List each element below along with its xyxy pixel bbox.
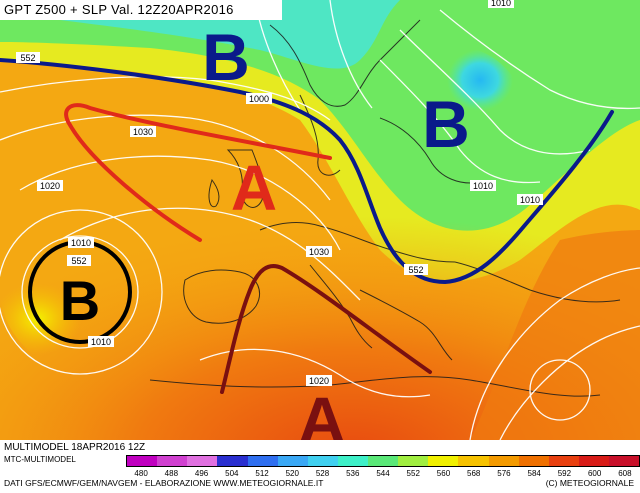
high-center-south: A <box>298 383 346 440</box>
model-name-label: MTC-MULTIMODEL <box>4 455 76 464</box>
legend-value: 584 <box>527 469 541 478</box>
legend-value: 520 <box>285 469 299 478</box>
legend-value: 528 <box>315 469 330 478</box>
legend-swatch <box>127 456 158 466</box>
legend-swatch <box>368 456 399 466</box>
model-run-label: MULTIMODEL 18APR2016 12Z <box>4 442 146 453</box>
legend-swatch <box>277 456 308 466</box>
pressure-label: 1010 <box>91 337 111 347</box>
ridge-line-south <box>220 264 432 394</box>
legend-value: 552 <box>406 469 420 478</box>
legend-swatch <box>578 456 609 466</box>
pressure-label: 1030 <box>133 127 153 137</box>
pressure-label: 1010 <box>491 0 511 8</box>
pressure-label: 1020 <box>40 181 60 191</box>
weather-map: 552 1000 1030 1010 1010 1020 1010 552 10… <box>0 0 640 440</box>
legend-value: 560 <box>436 469 451 478</box>
pressure-label: 1000 <box>249 94 269 104</box>
pressure-label: 1010 <box>71 238 91 248</box>
legend-value: 592 <box>557 469 572 478</box>
pressure-label: 552 <box>408 265 423 275</box>
color-scale-labels: 480 488 496 504 512 520 528 536 544 552 560 568 576 5… <box>126 469 640 481</box>
legend-swatch <box>247 456 278 466</box>
legend-swatch <box>337 456 368 466</box>
legend-value: 480 <box>134 469 148 478</box>
legend-swatch <box>157 456 188 466</box>
pressure-label: 1030 <box>309 247 329 257</box>
legend-value: 576 <box>497 469 511 478</box>
legend-value: 504 <box>225 469 239 478</box>
pressure-label: 552 <box>20 53 35 63</box>
low-center-west: B <box>60 269 100 332</box>
copyright-label: (C) METEOGIORNALE <box>545 478 634 488</box>
legend-swatch <box>518 456 549 466</box>
data-source-label: DATI GFS/ECMWF/GEM/NAVGEM - ELABORAZIONE… <box>4 478 324 488</box>
legend-value: 536 <box>346 469 360 478</box>
ridge-line-north <box>64 103 332 242</box>
legend-swatch <box>307 456 338 466</box>
low-center-northeast: B <box>422 87 470 161</box>
legend-value: 488 <box>164 469 179 478</box>
pressure-labels: 552 1000 1030 1010 1010 1020 1010 552 10… <box>16 0 543 386</box>
legend-swatch <box>548 456 579 466</box>
legend-value: 544 <box>376 469 390 478</box>
legend-value: 568 <box>467 469 481 478</box>
low-center-north: B <box>202 20 250 94</box>
legend-value: 608 <box>618 469 632 478</box>
legend-swatch <box>187 456 218 466</box>
field-west-low-core <box>0 200 220 380</box>
legend-swatch <box>217 456 248 466</box>
pressure-label: 1010 <box>473 181 493 191</box>
color-scale-legend <box>126 455 640 467</box>
pressure-label: 552 <box>71 256 86 266</box>
legend-value: 600 <box>587 469 602 478</box>
trough-552-line <box>0 58 614 285</box>
legend-swatch <box>458 456 489 466</box>
legend-value: 512 <box>255 469 269 478</box>
high-center-central: A <box>231 152 277 224</box>
legend-swatch <box>609 456 640 466</box>
pressure-label: 1010 <box>520 195 540 205</box>
isobars <box>0 0 640 440</box>
legend-value: 496 <box>194 469 209 478</box>
map-title: GPT Z500 + SLP Val. 12Z20APR2016 <box>0 0 282 20</box>
legend-swatch <box>488 456 519 466</box>
legend-swatch <box>398 456 429 466</box>
legend-swatch <box>428 456 459 466</box>
pressure-label: 1020 <box>309 376 329 386</box>
